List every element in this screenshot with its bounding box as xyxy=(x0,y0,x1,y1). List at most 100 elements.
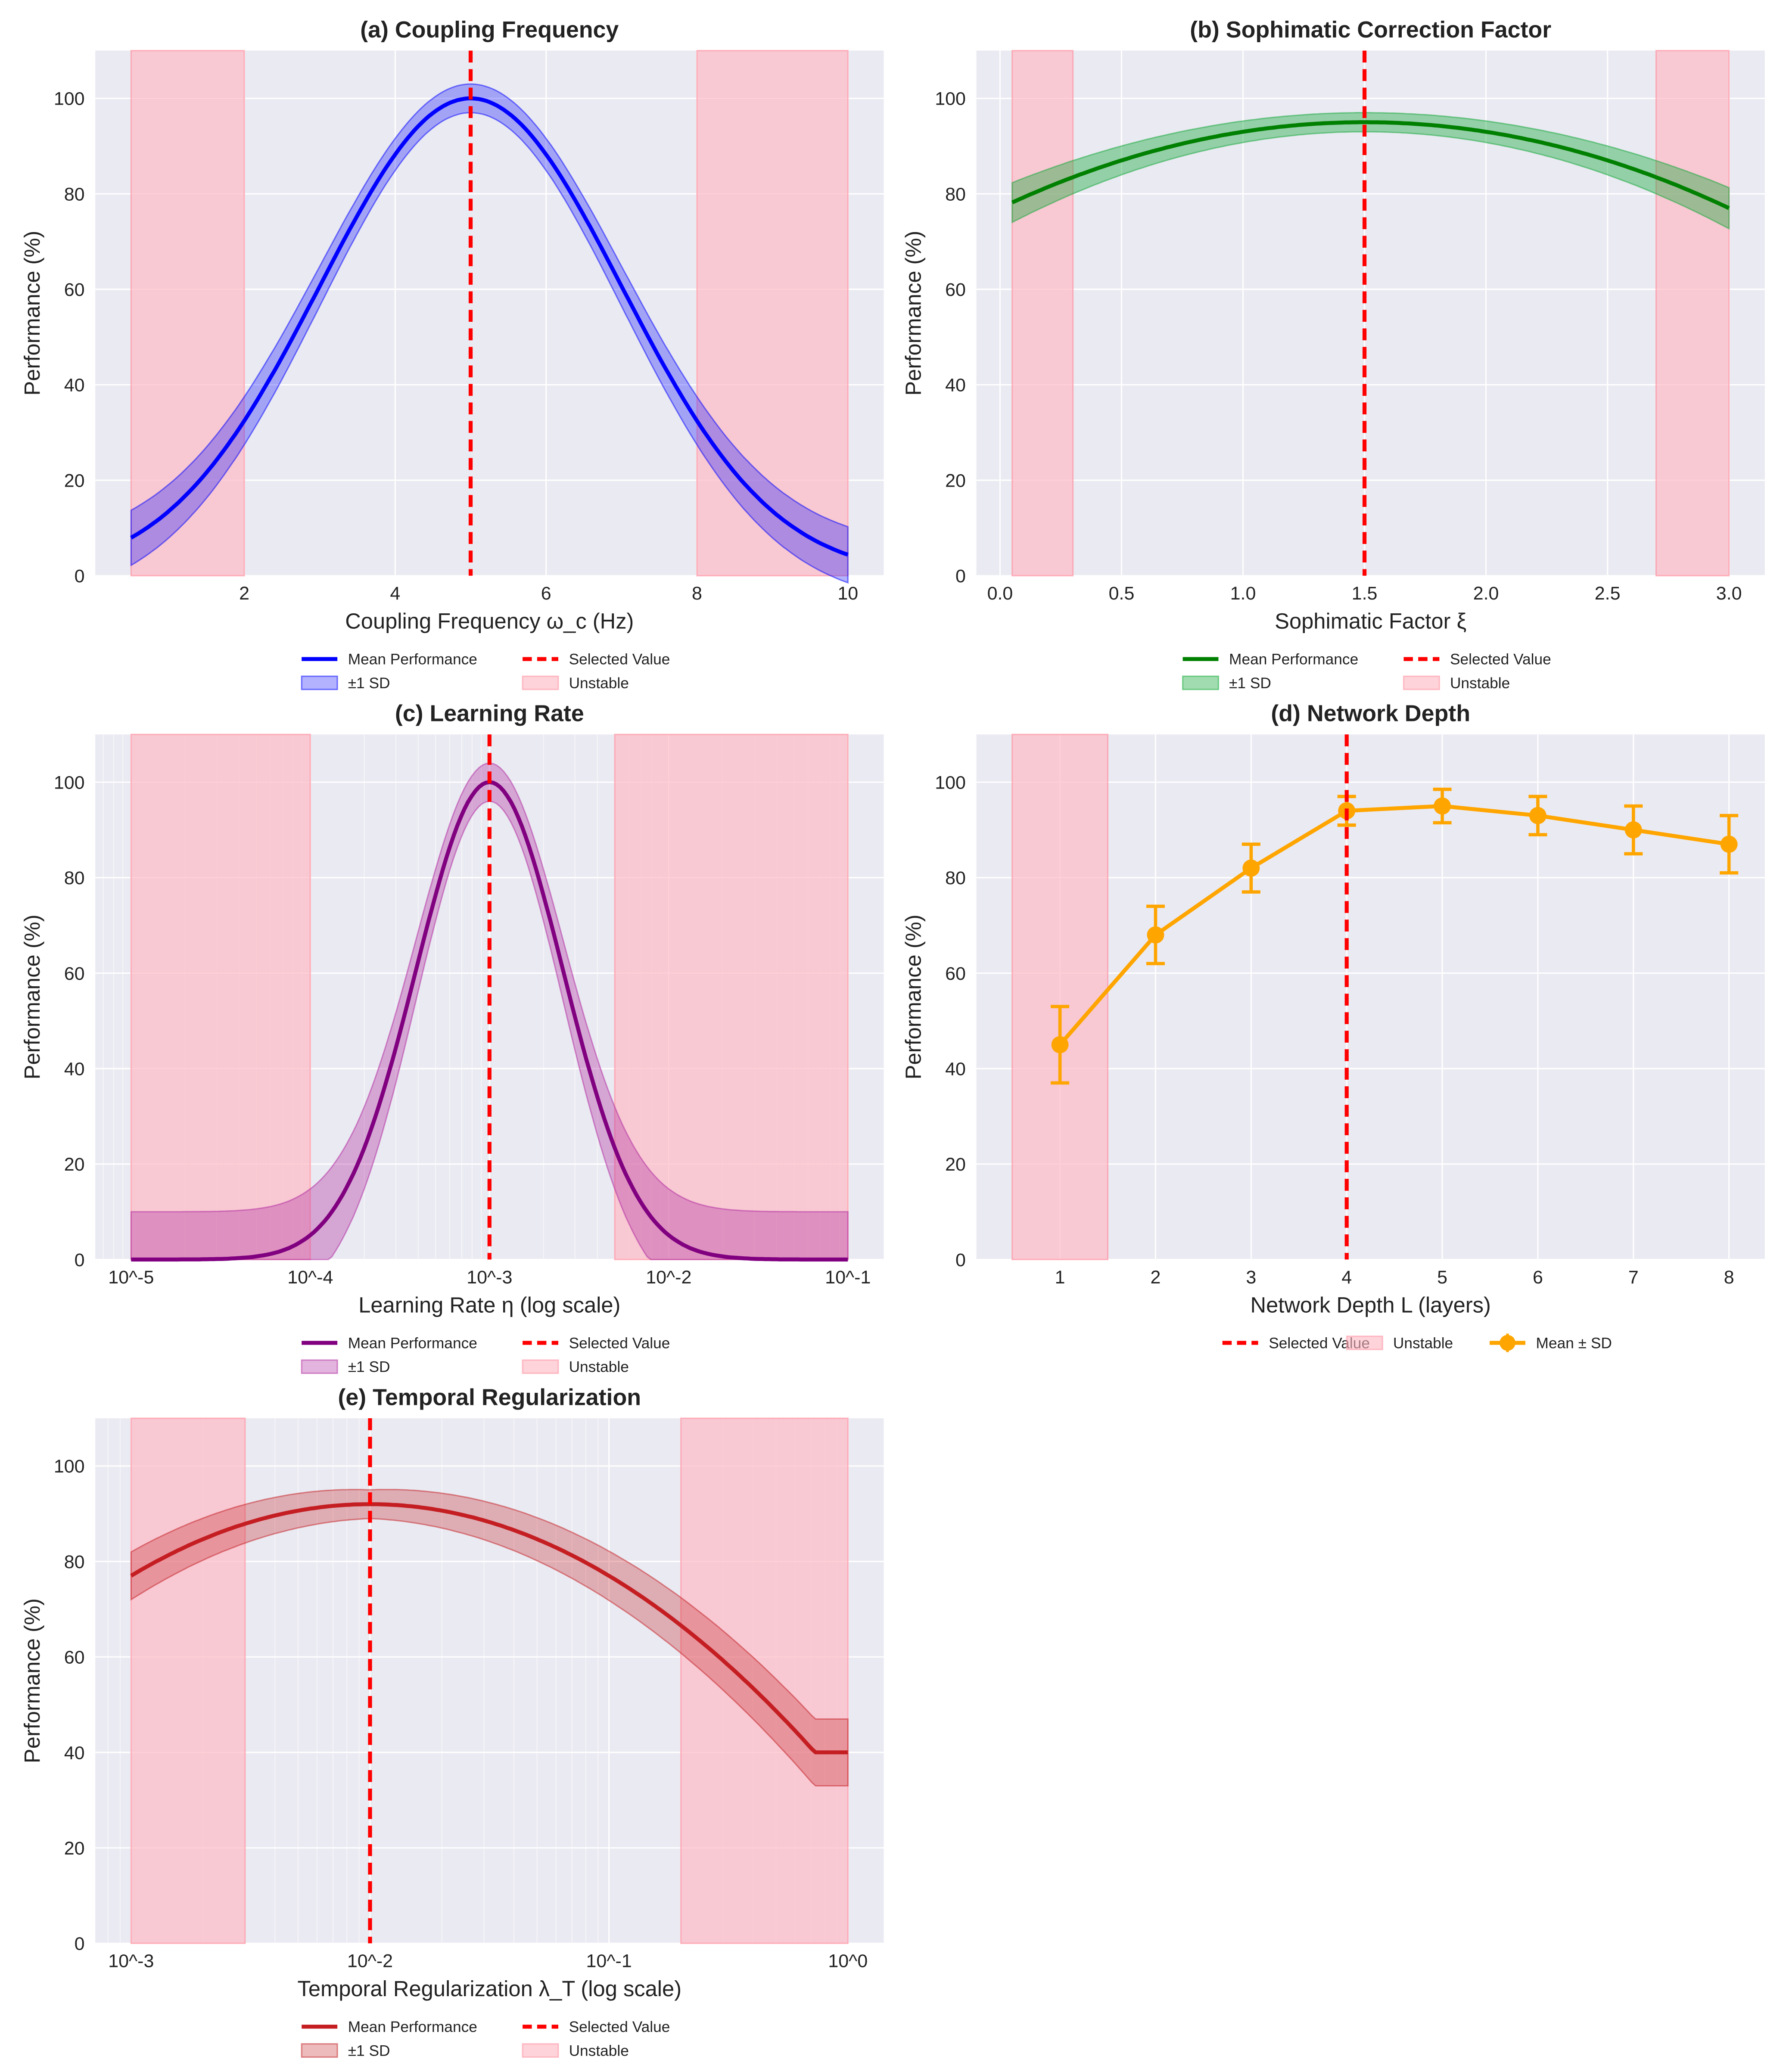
legend-patch-icon xyxy=(1182,675,1220,690)
y-tick-label: 60 xyxy=(945,963,966,984)
chart-title: (d) Network Depth xyxy=(1271,701,1470,727)
panel-e: 10^-3 10^-2 10^-1 10^0 0 20 40 60 80 100 (e) Tempo… xyxy=(20,1384,884,2059)
y-tick-label: 20 xyxy=(945,1154,966,1175)
y-tick-label: 60 xyxy=(64,963,85,984)
x-tick-label: 7 xyxy=(1628,1267,1639,1288)
chart-title: (c) Learning Rate xyxy=(395,701,584,727)
legend-label: Selected Value xyxy=(569,1335,670,1351)
legend-label: Unstable xyxy=(569,1359,629,1376)
panel-c: 10^-5 10^-4 10^-3 10^-2 10^-1 0 20 40 60 80 100 (c)… xyxy=(20,701,884,1376)
x-tick-label: 3.0 xyxy=(1716,583,1742,604)
y-tick-label: 40 xyxy=(64,375,85,396)
x-tick-label: 10^-4 xyxy=(287,1267,333,1288)
y-tick-label: 60 xyxy=(64,280,85,300)
data-marker xyxy=(1051,1036,1069,1053)
x-tick-label: 6 xyxy=(1533,1267,1543,1288)
legend-label: Selected Value xyxy=(1450,651,1551,668)
x-tick-label: 10^-2 xyxy=(646,1267,691,1288)
legend-patch-icon xyxy=(301,2043,338,2058)
legend-label: ±1 SD xyxy=(1229,675,1271,692)
legend-label: Mean Performance xyxy=(1229,651,1358,668)
x-tick-label: 4 xyxy=(1341,1267,1352,1288)
chart-title: (b) Sophimatic Correction Factor xyxy=(1190,17,1551,43)
y-tick-label: 80 xyxy=(64,1552,85,1572)
y-tick-label: 80 xyxy=(64,868,85,888)
data-point-7 xyxy=(1624,804,1643,856)
y-tick-label: 0 xyxy=(75,1934,85,1954)
chart-title: (a) Coupling Frequency xyxy=(360,17,619,43)
x-axis-label: Coupling Frequency ω_c (Hz) xyxy=(345,609,634,634)
legend-patch-icon xyxy=(301,675,338,690)
y-tick-label: 20 xyxy=(64,1838,85,1859)
x-tick-label: 10^-3 xyxy=(108,1951,154,1972)
y-tick-label: 40 xyxy=(945,1059,966,1080)
y-tick-label: 80 xyxy=(945,184,966,205)
x-tick-label: 1.5 xyxy=(1352,583,1378,604)
legend: Mean Performance Selected Value ±1 SD Unsta… xyxy=(301,2019,670,2059)
legend-label: ±1 SD xyxy=(348,1359,390,1376)
x-tick-label: 2 xyxy=(1151,1267,1161,1288)
legend-label: Selected Value xyxy=(569,651,670,668)
x-tick-label: 1 xyxy=(1055,1267,1065,1288)
unstable-region xyxy=(680,1417,849,1944)
unstable-region xyxy=(1011,50,1074,577)
x-tick-label: 3 xyxy=(1246,1267,1256,1288)
x-tick-label: 1.0 xyxy=(1230,583,1256,604)
x-axis-label: Learning Rate η (log scale) xyxy=(358,1292,620,1317)
unstable-region xyxy=(1655,50,1730,577)
y-axis-label: Performance (%) xyxy=(20,231,44,396)
data-marker xyxy=(1434,797,1451,815)
y-tick-label: 20 xyxy=(64,1154,85,1175)
x-tick-label: 5 xyxy=(1437,1267,1447,1288)
legend: Mean Performance Selected Value ±1 SD Unsta… xyxy=(301,1335,670,1376)
unstable-region xyxy=(130,733,311,1261)
y-tick-label: 100 xyxy=(54,772,85,793)
y-tick-label: 20 xyxy=(64,470,85,491)
legend-patch-icon xyxy=(522,2043,559,2058)
y-axis-label: Performance (%) xyxy=(20,914,44,1079)
data-point-8 xyxy=(1720,814,1739,875)
legend: Mean Performance Selected Value ±1 SD Unsta… xyxy=(1182,651,1551,692)
data-marker xyxy=(1624,821,1642,839)
chart-title: (e) Temporal Regularization xyxy=(338,1384,641,1410)
mean-line xyxy=(130,1502,848,1755)
sd-band xyxy=(130,83,849,584)
legend: Mean Performance Selected Value ±1 SD Unsta… xyxy=(301,651,670,692)
x-tick-label: 2.0 xyxy=(1473,583,1499,604)
x-tick-label: 2.5 xyxy=(1595,583,1621,604)
y-tick-label: 40 xyxy=(64,1059,85,1080)
legend-label: Unstable xyxy=(1450,675,1510,692)
x-tick-label: 10^-1 xyxy=(586,1951,632,1972)
legend-patch-icon xyxy=(1346,1336,1383,1350)
y-tick-label: 60 xyxy=(64,1647,85,1668)
plot-area xyxy=(976,50,1765,576)
data-marker xyxy=(1720,836,1738,853)
y-tick-label: 40 xyxy=(945,375,966,396)
legend-patch-icon xyxy=(301,1359,338,1374)
x-tick-label: 0.0 xyxy=(987,583,1013,604)
sd-band xyxy=(130,1489,849,1787)
x-tick-label: 4 xyxy=(390,583,400,604)
x-tick-label: 10 xyxy=(837,583,858,604)
x-tick-label: 10^-2 xyxy=(347,1951,393,1972)
legend-label: Unstable xyxy=(569,675,629,692)
unstable-region xyxy=(130,1417,246,1944)
legend-patch-icon xyxy=(1403,675,1440,690)
legend-patch-icon xyxy=(522,1359,559,1374)
y-tick-label: 100 xyxy=(935,89,966,109)
data-marker xyxy=(1242,859,1260,877)
mean-line xyxy=(130,96,849,557)
y-tick-label: 80 xyxy=(945,868,966,888)
unstable-region xyxy=(1011,733,1109,1261)
y-tick-label: 0 xyxy=(955,566,966,587)
legend-patch-icon xyxy=(522,675,559,690)
x-tick-label: 0.5 xyxy=(1109,583,1135,604)
data-point-2 xyxy=(1146,904,1165,966)
x-axis-label: Temporal Regularization λ_T (log scale) xyxy=(298,1976,682,2001)
x-tick-label: 10^0 xyxy=(828,1951,868,1972)
legend-label: Mean Performance xyxy=(348,2019,477,2035)
y-tick-label: 100 xyxy=(54,1456,85,1477)
